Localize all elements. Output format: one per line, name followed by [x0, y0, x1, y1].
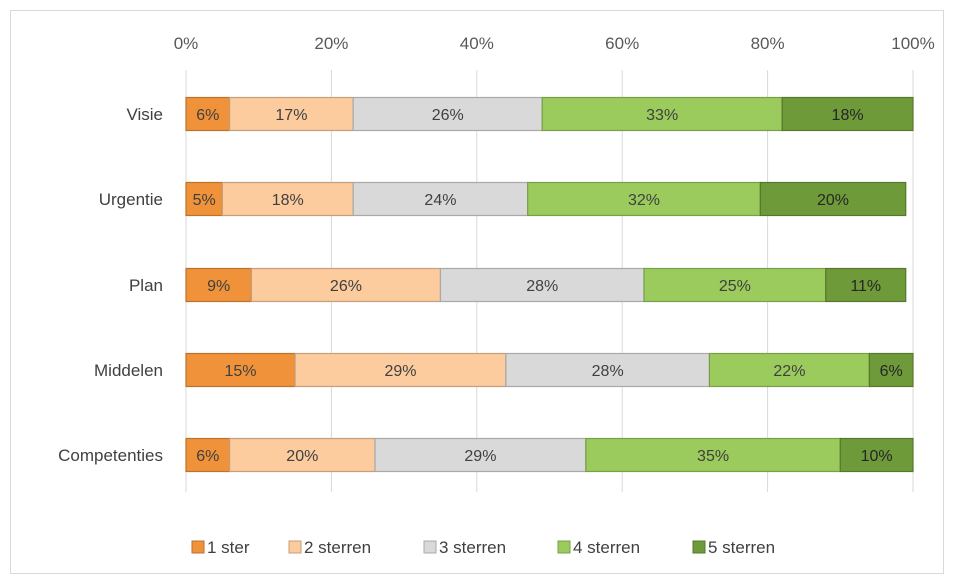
- legend: 1 ster 2 sterren 3 sterren 4 sterren 5 sterr…: [191, 538, 775, 557]
- data-label: 6%: [196, 107, 219, 124]
- data-label: 28%: [526, 278, 558, 295]
- data-label: 6%: [880, 363, 903, 380]
- bar-segment: [294, 352, 507, 388]
- data-label: 26%: [432, 107, 464, 124]
- legend-label: 2 sterren: [304, 538, 371, 557]
- data-label: 20%: [286, 448, 318, 465]
- legend-swatch: [423, 540, 437, 554]
- data-label: 5%: [193, 192, 216, 209]
- bar-segment: [781, 96, 914, 132]
- category-label: Plan: [129, 276, 163, 295]
- x-axis-ticks: 0% 20% 40% 60% 80% 100%: [174, 34, 935, 53]
- legend-item: 4 sterren: [557, 538, 640, 557]
- bar-segment: [374, 437, 587, 473]
- data-label: 26%: [330, 278, 362, 295]
- data-label: 29%: [384, 363, 416, 380]
- data-label: 10%: [861, 448, 893, 465]
- legend-swatch: [288, 540, 302, 554]
- data-label: 25%: [719, 278, 751, 295]
- data-label: 29%: [464, 448, 496, 465]
- x-tick-label: 80%: [751, 34, 785, 53]
- data-label: 22%: [773, 363, 805, 380]
- legend-label: 3 sterren: [439, 538, 506, 557]
- data-label: 35%: [697, 448, 729, 465]
- data-label: 28%: [592, 363, 624, 380]
- bar-segment: [185, 352, 296, 388]
- legend-item: 5 sterren: [692, 538, 775, 557]
- x-tick-label: 100%: [891, 34, 934, 53]
- data-label: 9%: [207, 278, 230, 295]
- bar-segment: [229, 437, 376, 473]
- data-label: 17%: [275, 107, 307, 124]
- y-axis-categories: Visie Urgentie Plan Middelen Competenties: [58, 105, 163, 465]
- legend-item: 1 ster: [191, 538, 250, 557]
- bar-segment: [541, 96, 783, 132]
- category-label: Middelen: [94, 361, 163, 380]
- legend-swatch: [692, 540, 706, 554]
- bar-segment: [759, 181, 907, 217]
- x-tick-label: 40%: [460, 34, 494, 53]
- bar-segment: [439, 267, 645, 303]
- data-label: 18%: [272, 192, 304, 209]
- category-label: Competenties: [58, 446, 163, 465]
- x-tick-label: 60%: [605, 34, 639, 53]
- x-tick-label: 20%: [314, 34, 348, 53]
- bar-segment: [221, 181, 354, 217]
- data-label: 32%: [628, 192, 660, 209]
- data-label: 6%: [196, 448, 219, 465]
- legend-label: 5 sterren: [708, 538, 775, 557]
- data-label: 20%: [817, 192, 849, 209]
- bar-segment: [352, 96, 543, 132]
- bar-segment: [825, 267, 907, 303]
- x-tick-label: 0%: [174, 34, 199, 53]
- bar-segment: [250, 267, 442, 303]
- legend-item: 2 sterren: [288, 538, 371, 557]
- legend-swatch: [191, 540, 205, 554]
- bars: 6% 17% 26% 33% 18% 5% 18% 24% 32% 20% 9% 26% 28% 25% 1…: [185, 96, 914, 473]
- legend-label: 4 sterren: [573, 538, 640, 557]
- bar-segment: [839, 437, 914, 473]
- data-label: 33%: [646, 107, 678, 124]
- bar-segment: [352, 181, 529, 217]
- bar-segment: [185, 267, 253, 303]
- data-label: 15%: [225, 363, 257, 380]
- data-label: 11%: [850, 278, 881, 295]
- legend-label: 1 ster: [207, 538, 250, 557]
- legend-swatch: [557, 540, 571, 554]
- category-label: Visie: [126, 105, 163, 124]
- legend-item: 3 sterren: [423, 538, 506, 557]
- category-label: Urgentie: [99, 190, 163, 209]
- bar-segment: [185, 181, 223, 217]
- data-label: 24%: [424, 192, 456, 209]
- bar-segment: [527, 181, 761, 217]
- bar-segment: [868, 352, 914, 388]
- data-label: 18%: [832, 107, 864, 124]
